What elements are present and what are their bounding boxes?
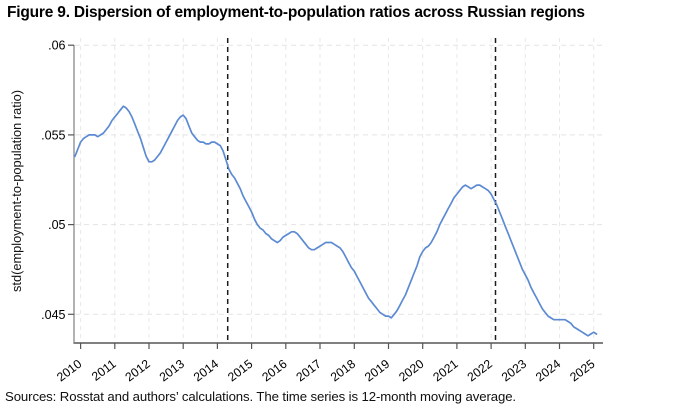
x-tick-label: 2020 <box>396 357 426 385</box>
y-tick-labels: .045 .05 .055 .06 <box>41 39 65 322</box>
x-tick-label: 2024 <box>533 357 563 385</box>
x-tick-label: 2013 <box>157 357 187 385</box>
x-tick-label: 2017 <box>294 357 324 385</box>
x-tick-label: 2014 <box>191 357 221 385</box>
x-tick-label: 2025 <box>567 357 597 385</box>
vertical-gridlines <box>80 38 595 343</box>
reference-lines <box>226 38 497 343</box>
y-tick-label: .05 <box>48 218 65 232</box>
x-tick-label: 2015 <box>225 357 255 385</box>
axes <box>73 45 603 344</box>
x-tick-label: 2021 <box>430 357 460 385</box>
x-tick-label: 2022 <box>465 357 495 385</box>
x-tick-label: 2010 <box>54 357 84 385</box>
x-tick-label: 2019 <box>362 357 392 385</box>
x-tick-label: 2011 <box>89 357 119 384</box>
axis-ticks <box>68 44 595 349</box>
figure-title: Figure 9. Dispersion of employment-to-po… <box>7 4 585 21</box>
y-axis-title: std(employment-to-population ratio) <box>9 90 24 292</box>
x-tick-labels: 2010 2011 2012 2013 2014 2015 2016 2017 2018 2019… <box>54 357 598 385</box>
y-tick-label: .06 <box>48 39 65 53</box>
y-tick-label: .045 <box>41 308 65 322</box>
figure-caption: Sources: Rosstat and authors’ calculatio… <box>5 389 516 404</box>
x-tick-label: 2023 <box>499 357 529 385</box>
x-tick-label: 2016 <box>259 357 289 385</box>
series-line <box>74 105 598 337</box>
horizontal-gridlines <box>75 44 603 315</box>
x-tick-label: 2012 <box>123 357 153 385</box>
x-tick-label: 2018 <box>328 357 358 385</box>
y-tick-label: .055 <box>41 128 65 142</box>
